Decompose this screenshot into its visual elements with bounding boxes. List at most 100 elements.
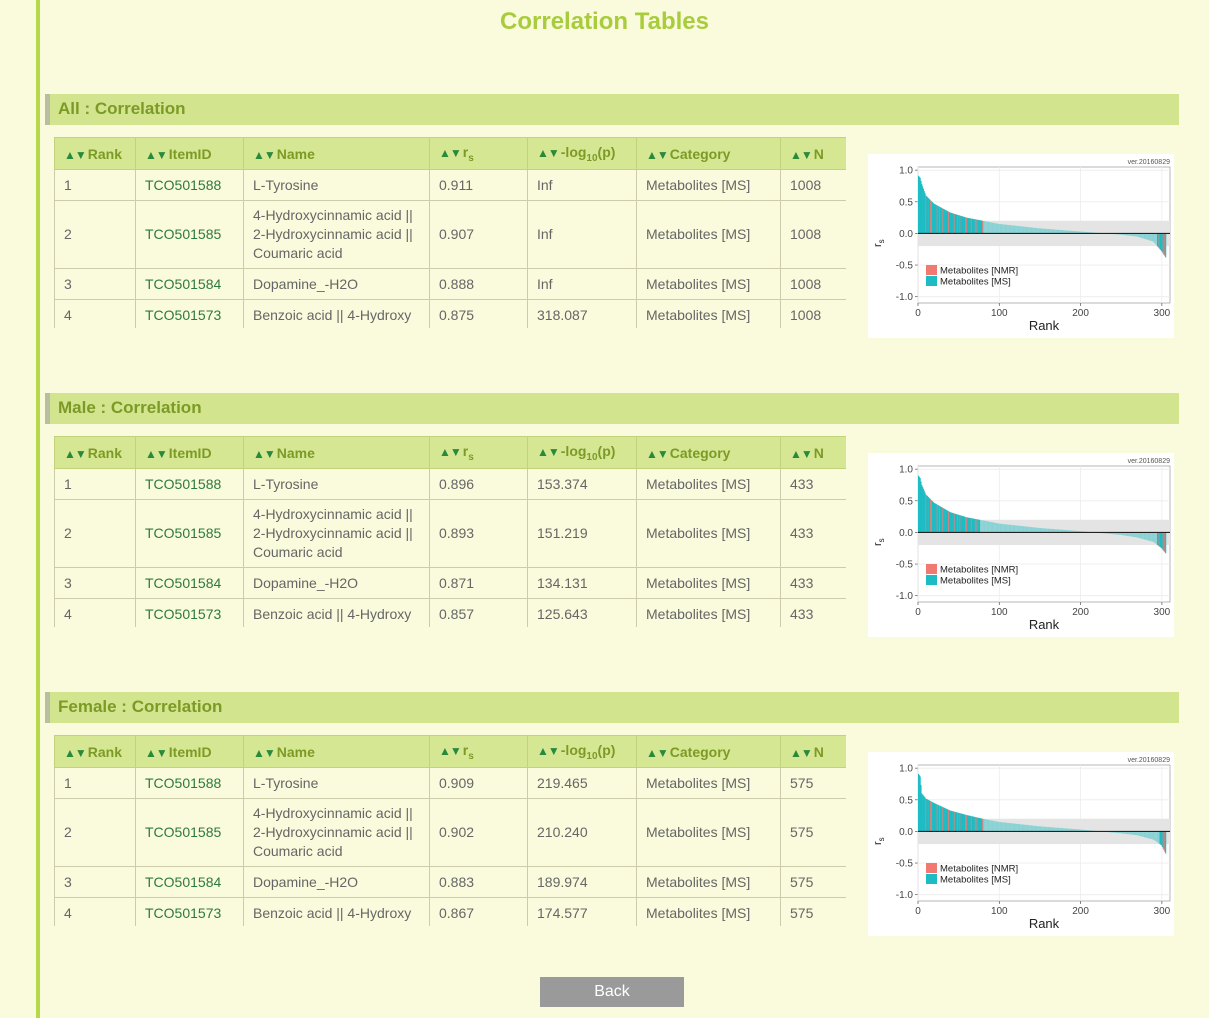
rank-bar — [1039, 826, 1042, 832]
col-rs-header[interactable]: ▲▼ rs — [429, 735, 528, 768]
rank-bar — [1165, 233, 1167, 258]
x-tick-label: 0 — [915, 308, 921, 319]
rank-bar — [1124, 831, 1126, 834]
cell-n: 433 — [780, 567, 846, 599]
rank-bar — [941, 806, 943, 832]
cell-id[interactable]: TCO501584 — [135, 866, 244, 898]
cell-id[interactable]: TCO501588 — [135, 767, 244, 799]
rank-bar — [1083, 231, 1085, 234]
table-header-row: ▲▼ Rank ▲▼ ItemID ▲▼ Name ▲▼ rs ▲▼ -log10(p) ▲▼ Cat… — [54, 137, 846, 170]
rank-bar — [978, 219, 980, 234]
col-n-header[interactable]: ▲▼ N — [780, 436, 846, 469]
sort-arrows-icon[interactable]: ▲▼ — [646, 147, 669, 162]
sort-arrows-icon[interactable]: ▲▼ — [145, 745, 168, 760]
y-tick-label: 0.5 — [899, 795, 913, 806]
sort-arrows-icon[interactable]: ▲▼ — [145, 147, 168, 162]
col-rank-header[interactable]: ▲▼ Rank — [54, 137, 136, 170]
col-category-header[interactable]: ▲▼ Category — [636, 735, 781, 768]
col-name-header[interactable]: ▲▼ Name — [243, 137, 430, 170]
rank-bar — [1008, 224, 1010, 234]
correlation-table-scroll[interactable]: ▲▼ Rank ▲▼ ItemID ▲▼ Name ▲▼ rs ▲▼ -log10(p) ▲▼ Cat… — [54, 137, 846, 328]
cell-rank: 4 — [54, 299, 136, 328]
rank-bar — [1136, 831, 1138, 836]
sort-arrows-icon[interactable]: ▲▼ — [439, 145, 462, 160]
sort-arrows-icon[interactable]: ▲▼ — [537, 145, 560, 160]
y-axis-title-text: rs — [872, 837, 886, 845]
cell-id[interactable]: TCO501573 — [135, 598, 244, 627]
sort-arrows-icon[interactable]: ▲▼ — [439, 444, 462, 459]
y-axis-title-sub: s — [877, 837, 886, 841]
rank-bar — [1119, 233, 1121, 235]
rank-bar — [929, 498, 931, 533]
sort-arrows-icon[interactable]: ▲▼ — [537, 444, 560, 459]
rank-bar — [1128, 831, 1130, 835]
rank-bar — [1016, 225, 1018, 234]
cell-id[interactable]: TCO501573 — [135, 299, 244, 328]
col-category-header[interactable]: ▲▼ Category — [636, 137, 781, 170]
correlation-table-scroll[interactable]: ▲▼ Rank ▲▼ ItemID ▲▼ Name ▲▼ rs ▲▼ -log10(p) ▲▼ Cat… — [54, 436, 846, 627]
sort-arrows-icon[interactable]: ▲▼ — [64, 147, 87, 162]
y-tick-label: -0.5 — [896, 560, 914, 571]
sort-arrows-icon[interactable]: ▲▼ — [790, 446, 813, 461]
sort-arrows-icon[interactable]: ▲▼ — [646, 745, 669, 760]
col-itemid-header[interactable]: ▲▼ ItemID — [135, 735, 244, 768]
sort-arrows-icon[interactable]: ▲▼ — [646, 446, 669, 461]
sort-arrows-icon[interactable]: ▲▼ — [253, 147, 276, 162]
rank-bar — [922, 486, 924, 533]
rank-bar — [978, 818, 981, 832]
rank-bar — [965, 814, 968, 832]
rank-bar — [1054, 229, 1056, 234]
col-rank-header[interactable]: ▲▼ Rank — [54, 735, 136, 768]
rank-bar — [1119, 532, 1121, 535]
col-rs-header[interactable]: ▲▼ rs — [429, 436, 528, 469]
sort-arrows-icon[interactable]: ▲▼ — [64, 446, 87, 461]
col-n-header[interactable]: ▲▼ N — [780, 735, 846, 768]
sort-arrows-icon[interactable]: ▲▼ — [64, 745, 87, 760]
correlation-table: ▲▼ Rank ▲▼ ItemID ▲▼ Name ▲▼ rs ▲▼ -log10(p) ▲▼ Cat… — [54, 735, 846, 926]
rank-bar — [1139, 532, 1142, 539]
cell-id[interactable]: TCO501584 — [135, 567, 244, 599]
sort-arrows-icon[interactable]: ▲▼ — [790, 147, 813, 162]
sort-arrows-icon[interactable]: ▲▼ — [145, 446, 168, 461]
col-itemid-header[interactable]: ▲▼ ItemID — [135, 137, 244, 170]
rank-bar — [964, 814, 966, 832]
col-category-header[interactable]: ▲▼ Category — [636, 436, 781, 469]
sort-arrows-icon[interactable]: ▲▼ — [439, 743, 462, 758]
rank-bar — [948, 809, 950, 832]
col-n-header[interactable]: ▲▼ N — [780, 137, 846, 170]
rank-bar — [942, 208, 944, 234]
correlation-table-scroll[interactable]: ▲▼ Rank ▲▼ ItemID ▲▼ Name ▲▼ rs ▲▼ -log10(p) ▲▼ Cat… — [54, 735, 846, 926]
col-name-header[interactable]: ▲▼ Name — [243, 735, 430, 768]
cell-id[interactable]: TCO501588 — [135, 169, 244, 201]
col-rs-header[interactable]: ▲▼ rs — [429, 137, 528, 170]
cell-name: L-Tyrosine — [243, 169, 430, 201]
rank-bar — [1031, 227, 1033, 234]
col-label: ItemID — [168, 145, 212, 162]
rank-bar — [1022, 226, 1024, 234]
rank-bar — [928, 800, 930, 832]
cell-id[interactable]: TCO501585 — [135, 200, 244, 269]
col-rank-header[interactable]: ▲▼ Rank — [54, 436, 136, 469]
cell-id[interactable]: TCO501588 — [135, 468, 244, 500]
cell-id[interactable]: TCO501585 — [135, 499, 244, 568]
cell-id[interactable]: TCO501584 — [135, 268, 244, 300]
cell-category: Metabolites [MS] — [636, 468, 781, 500]
col-log-header[interactable]: ▲▼ -log10(p) — [527, 735, 637, 768]
y-axis-title: rs — [872, 538, 886, 546]
cell-id[interactable]: TCO501573 — [135, 897, 244, 926]
rank-bar — [987, 521, 990, 533]
sort-arrows-icon[interactable]: ▲▼ — [537, 743, 560, 758]
sort-arrows-icon[interactable]: ▲▼ — [790, 745, 813, 760]
rank-bar — [979, 220, 981, 234]
sort-arrows-icon[interactable]: ▲▼ — [253, 446, 276, 461]
col-log-header[interactable]: ▲▼ -log10(p) — [527, 137, 637, 170]
col-log-header[interactable]: ▲▼ -log10(p) — [527, 436, 637, 469]
rank-bar — [1018, 824, 1020, 832]
rank-bar — [1042, 528, 1044, 533]
col-name-header[interactable]: ▲▼ Name — [243, 436, 430, 469]
back-button[interactable]: Back — [540, 977, 684, 1007]
cell-id[interactable]: TCO501585 — [135, 798, 244, 867]
rank-bar — [1155, 532, 1157, 544]
sort-arrows-icon[interactable]: ▲▼ — [253, 745, 276, 760]
col-itemid-header[interactable]: ▲▼ ItemID — [135, 436, 244, 469]
